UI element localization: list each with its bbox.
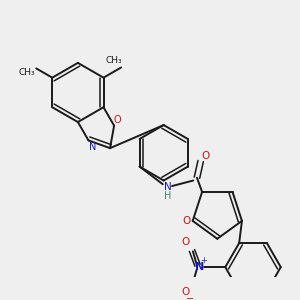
Text: O: O <box>182 287 190 297</box>
Text: +: + <box>201 256 208 265</box>
Text: CH₃: CH₃ <box>19 68 35 76</box>
Text: H: H <box>164 191 171 201</box>
Text: O: O <box>113 115 121 125</box>
Text: N: N <box>195 262 204 272</box>
Text: N: N <box>88 142 96 152</box>
Text: O: O <box>182 216 190 226</box>
Text: O: O <box>201 152 209 161</box>
Text: −: − <box>186 293 194 300</box>
Text: N: N <box>164 182 171 192</box>
Text: CH₃: CH₃ <box>105 56 122 64</box>
Text: O: O <box>182 237 190 247</box>
